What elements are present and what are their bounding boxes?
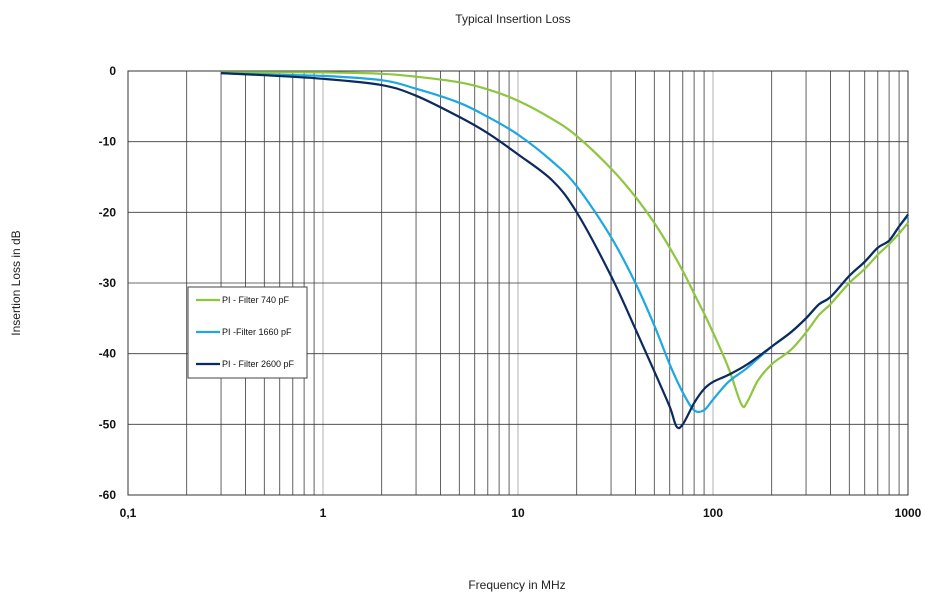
y-tick-label: -10 [99, 135, 117, 149]
x-tick-label: 100 [703, 506, 723, 520]
y-axis-title: Insertion Loss in dB [9, 230, 23, 335]
plot-frame [127, 70, 909, 496]
legend-label: PI -Filter 1660 pF [222, 327, 292, 337]
y-tick-labels: 0 -10 -20 -30 -40 -50 -60 [99, 64, 117, 502]
y-tick-label: -60 [99, 488, 117, 502]
series-layer [220, 71, 909, 430]
series-line-1 [221, 71, 909, 409]
chart-title: Typical Insertion Loss [455, 12, 570, 26]
legend-label: PI - Filter 2600 pF [222, 359, 295, 369]
x-tick-label: 0,1 [120, 506, 137, 520]
y-tick-label: -50 [99, 417, 117, 431]
legend: PI - Filter 740 pF PI -Filter 1660 pF PI -… [187, 286, 308, 379]
x-tick-label: 1000 [895, 506, 922, 520]
y-tick-label: -30 [99, 276, 117, 290]
y-tick-label: 0 [109, 64, 116, 78]
x-tick-label: 1 [320, 506, 327, 520]
x-tick-labels: 0,1 1 10 100 1000 [120, 506, 922, 520]
x-axis-title: Frequency in MHz [468, 578, 565, 592]
y-tick-label: -40 [99, 347, 117, 361]
legend-label: PI - Filter 740 pF [222, 295, 290, 305]
y-tick-label: -20 [99, 205, 117, 219]
series-line-2 [220, 72, 909, 414]
series-line-3 [220, 72, 909, 430]
x-tick-label: 10 [511, 506, 525, 520]
